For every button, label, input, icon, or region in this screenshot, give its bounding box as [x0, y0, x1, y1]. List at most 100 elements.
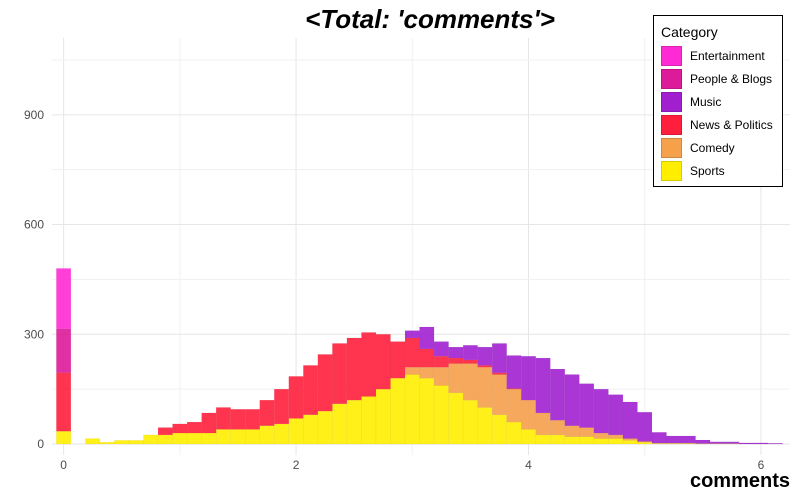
bar-sports — [491, 414, 507, 445]
bar-music — [637, 411, 653, 442]
bar-sports — [99, 441, 115, 445]
bar-news-politics — [317, 354, 333, 412]
bar-sports — [317, 410, 333, 445]
bar-news-politics — [419, 348, 435, 368]
bar-music — [767, 443, 783, 445]
bar-news-politics — [201, 412, 217, 434]
bar-sports — [477, 407, 493, 445]
legend: Category Entertainment People & Blogs Mu… — [653, 15, 783, 187]
bar-news-politics — [332, 343, 348, 405]
bar-music — [695, 439, 711, 444]
bar-sports — [462, 399, 478, 445]
bar-music — [564, 374, 580, 426]
bar-sports — [608, 438, 624, 445]
bar-sports — [244, 429, 260, 445]
legend-key-news-politics — [661, 115, 682, 135]
bar-music — [419, 326, 435, 350]
bar-news-politics — [215, 407, 231, 430]
bar-comedy — [448, 363, 464, 394]
bar-sports — [390, 377, 406, 445]
bar-music — [666, 435, 682, 444]
bar-sports — [332, 403, 348, 445]
bar-music — [404, 330, 420, 339]
bar-news-politics — [157, 427, 173, 436]
bar-comedy — [477, 366, 493, 408]
bar-sports — [201, 432, 217, 445]
bar-music — [724, 441, 740, 444]
bar-sports — [274, 423, 290, 445]
bar-comedy — [564, 425, 580, 437]
y-tick-label: 900 — [24, 108, 44, 122]
bar-music — [448, 346, 464, 359]
bar-sports — [186, 432, 202, 445]
histogram-bars — [56, 268, 783, 445]
legend-key-entertainment — [661, 46, 682, 66]
x-tick-label: 4 — [525, 458, 532, 472]
bar-news-politics — [346, 337, 362, 401]
bar-sports — [622, 440, 638, 445]
bar-comedy — [506, 388, 522, 423]
bar-sports — [550, 434, 566, 445]
bar-entertainment — [56, 268, 72, 330]
bar-music — [593, 388, 609, 434]
bar-sports — [157, 434, 173, 445]
bar-sports — [128, 440, 144, 445]
legend-label: News & Politics — [690, 118, 773, 132]
bar-music — [506, 355, 522, 389]
legend-key-music — [661, 92, 682, 112]
bar-music — [651, 432, 667, 444]
bar-comedy — [550, 420, 566, 436]
bar-music — [622, 401, 638, 439]
bar-sports — [346, 399, 362, 445]
legend-label: Comedy — [690, 141, 735, 155]
bar-news-politics — [274, 388, 290, 425]
bar-sports — [172, 432, 188, 445]
bar-sports — [85, 438, 101, 445]
bar-sports — [404, 374, 420, 445]
bar-comedy — [579, 427, 595, 437]
bar-sports — [593, 438, 609, 445]
bar-comedy — [462, 363, 478, 401]
bar-comedy — [419, 366, 435, 379]
bar-news-politics — [390, 341, 406, 379]
bar-music — [477, 346, 493, 366]
bar-news-politics — [404, 337, 420, 368]
legend-label: People & Blogs — [690, 72, 773, 86]
bar-comedy — [622, 438, 638, 441]
bar-sports — [56, 430, 72, 445]
chart-title: <Total: 'comments'> — [305, 4, 555, 34]
y-tick-label: 0 — [37, 437, 44, 451]
bar-sports — [230, 429, 246, 445]
bar-sports — [564, 436, 580, 445]
bar-music — [680, 435, 696, 444]
bar-sports — [259, 425, 275, 445]
bar-news-politics — [477, 365, 493, 368]
bar-music — [433, 341, 449, 357]
bar-news-politics — [491, 372, 507, 375]
bar-sports — [288, 418, 304, 445]
bar-music — [579, 383, 595, 428]
bar-music — [550, 368, 566, 421]
bar-sports — [433, 385, 449, 445]
bar-music — [709, 441, 725, 444]
bar-sports — [637, 441, 653, 445]
bar-news-politics — [462, 359, 478, 364]
x-tick-label: 2 — [293, 458, 300, 472]
legend-key-sports — [661, 161, 682, 181]
x-axis-label: comments — [689, 470, 790, 492]
bar-news-politics — [186, 421, 202, 434]
legend-label: Entertainment — [690, 49, 765, 63]
bar-news-politics — [259, 399, 275, 426]
bar-music — [462, 345, 478, 361]
bar-news-politics — [230, 409, 246, 430]
bar-sports — [419, 377, 435, 445]
bar-comedy — [433, 366, 449, 386]
y-tick-label: 600 — [24, 218, 44, 232]
x-tick-label: 0 — [60, 458, 67, 472]
bar-people-blogs — [56, 328, 72, 373]
bar-comedy — [491, 374, 507, 416]
bar-music — [535, 357, 551, 414]
bar-comedy — [520, 399, 537, 430]
bar-comedy — [535, 412, 551, 436]
bar-music — [491, 343, 507, 373]
